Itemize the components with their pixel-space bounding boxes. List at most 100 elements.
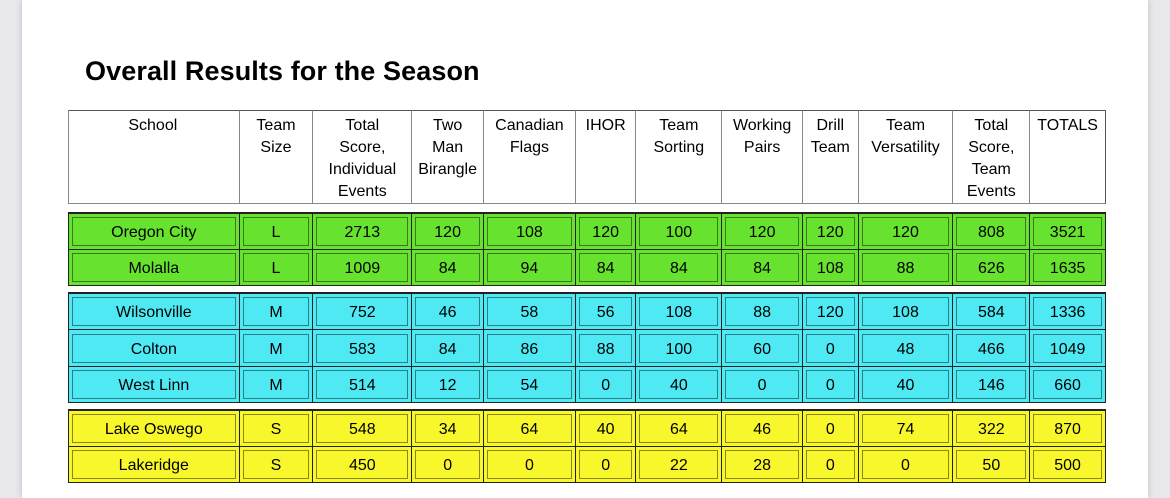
cell-value: 1336 bbox=[1033, 297, 1102, 326]
cell-team-size: S bbox=[238, 409, 313, 446]
column-header-team-versatility: Team Versatility bbox=[857, 110, 953, 204]
cell-team-size: L bbox=[238, 249, 313, 286]
cell-value: M bbox=[242, 333, 310, 363]
column-header-totals: TOTALS bbox=[1029, 110, 1106, 204]
cell-totals: 1049 bbox=[1029, 329, 1106, 366]
table-row: Colton M 583 84 86 88 100 60 0 48 466 1049 bbox=[68, 329, 1106, 366]
cell-team-versatility: 40 bbox=[857, 366, 953, 403]
cell-total-individual: 752 bbox=[312, 292, 412, 329]
cell-value: 0 bbox=[806, 450, 855, 479]
cell-team-sorting: 64 bbox=[635, 409, 722, 446]
cell-team-versatility: 120 bbox=[857, 212, 953, 249]
table-header-row: School Team Size Total Score, Individual Eve… bbox=[68, 110, 1106, 204]
cell-value: 88 bbox=[861, 253, 950, 282]
cell-value: 100 bbox=[639, 333, 719, 363]
cell-value: 626 bbox=[956, 253, 1027, 282]
cell-value: 46 bbox=[415, 297, 480, 326]
cell-value: 500 bbox=[1033, 450, 1102, 479]
cell-totals: 1635 bbox=[1029, 249, 1106, 286]
cell-two-man-birangle: 46 bbox=[411, 292, 483, 329]
column-header-ihor: IHOR bbox=[574, 110, 636, 204]
cell-value: 1009 bbox=[316, 253, 409, 282]
cell-value: 0 bbox=[486, 450, 572, 479]
cell-canadian-flags: 0 bbox=[482, 446, 575, 483]
cell-school: Lake Oswego bbox=[68, 409, 239, 446]
cell-drill-team: 120 bbox=[802, 212, 858, 249]
cell-totals: 500 bbox=[1029, 446, 1106, 483]
cell-value: 64 bbox=[486, 414, 572, 443]
cell-team-versatility: 48 bbox=[857, 329, 953, 366]
cell-value: 548 bbox=[316, 414, 409, 443]
cell-value: 752 bbox=[316, 297, 409, 326]
cell-value: 584 bbox=[956, 297, 1027, 326]
cell-value: 0 bbox=[861, 450, 950, 479]
results-table: School Team Size Total Score, Individual Eve… bbox=[68, 110, 1106, 483]
cell-ihor: 0 bbox=[574, 446, 636, 483]
cell-ihor: 88 bbox=[574, 329, 636, 366]
cell-value: M bbox=[242, 370, 310, 399]
cell-two-man-birangle: 34 bbox=[411, 409, 483, 446]
cell-working-pairs: 84 bbox=[721, 249, 803, 286]
cell-team-sorting: 40 bbox=[635, 366, 722, 403]
cell-total-team: 584 bbox=[952, 292, 1030, 329]
cell-totals: 660 bbox=[1029, 366, 1106, 403]
cell-drill-team: 108 bbox=[802, 249, 858, 286]
cell-school: Oregon City bbox=[68, 212, 239, 249]
cell-value: Wilsonville bbox=[72, 297, 236, 326]
cell-value: 3521 bbox=[1033, 217, 1102, 246]
cell-totals: 1336 bbox=[1029, 292, 1106, 329]
cell-school: Molalla bbox=[68, 249, 239, 286]
cell-team-size: M bbox=[238, 292, 313, 329]
cell-value: 94 bbox=[486, 253, 572, 282]
cell-team-versatility: 88 bbox=[857, 249, 953, 286]
cell-value: Lakeridge bbox=[72, 450, 236, 479]
cell-value: Colton bbox=[72, 333, 236, 363]
cell-value: 108 bbox=[861, 297, 950, 326]
cell-team-size: S bbox=[238, 446, 313, 483]
column-header-team-sorting: Team Sorting bbox=[635, 110, 722, 204]
cell-value: 22 bbox=[639, 450, 719, 479]
cell-value: 0 bbox=[806, 333, 855, 363]
cell-total-individual: 1009 bbox=[312, 249, 412, 286]
cell-value: 808 bbox=[956, 217, 1027, 246]
cell-value: 870 bbox=[1033, 414, 1102, 443]
cell-value: 50 bbox=[956, 450, 1027, 479]
cell-team-versatility: 0 bbox=[857, 446, 953, 483]
cell-drill-team: 0 bbox=[802, 409, 858, 446]
cell-canadian-flags: 54 bbox=[482, 366, 575, 403]
cell-total-individual: 2713 bbox=[312, 212, 412, 249]
cell-school: Colton bbox=[68, 329, 239, 366]
cell-value: 84 bbox=[415, 253, 480, 282]
column-header-total-individual: Total Score, Individual Events bbox=[312, 110, 412, 204]
cell-value: 40 bbox=[639, 370, 719, 399]
cell-value: 120 bbox=[415, 217, 480, 246]
cell-working-pairs: 120 bbox=[721, 212, 803, 249]
cell-value: 0 bbox=[725, 370, 800, 399]
cell-value: 34 bbox=[415, 414, 480, 443]
cell-value: 2713 bbox=[316, 217, 409, 246]
cell-total-individual: 583 bbox=[312, 329, 412, 366]
cell-ihor: 0 bbox=[574, 366, 636, 403]
cell-two-man-birangle: 120 bbox=[411, 212, 483, 249]
cell-team-sorting: 100 bbox=[635, 329, 722, 366]
cell-canadian-flags: 58 bbox=[482, 292, 575, 329]
cell-value: 64 bbox=[639, 414, 719, 443]
cell-team-size: M bbox=[238, 329, 313, 366]
cell-value: 322 bbox=[956, 414, 1027, 443]
cell-value: 56 bbox=[578, 297, 633, 326]
cell-value: 0 bbox=[415, 450, 480, 479]
cell-value: 120 bbox=[861, 217, 950, 246]
cell-value: 40 bbox=[578, 414, 633, 443]
table-row: Lake Oswego S 548 34 64 40 64 46 0 74 322 870 bbox=[68, 409, 1106, 446]
cell-working-pairs: 28 bbox=[721, 446, 803, 483]
cell-total-individual: 450 bbox=[312, 446, 412, 483]
cell-canadian-flags: 86 bbox=[482, 329, 575, 366]
cell-value: 120 bbox=[806, 297, 855, 326]
cell-value: 74 bbox=[861, 414, 950, 443]
cell-canadian-flags: 108 bbox=[482, 212, 575, 249]
cell-drill-team: 0 bbox=[802, 329, 858, 366]
cell-value: 108 bbox=[486, 217, 572, 246]
cell-canadian-flags: 94 bbox=[482, 249, 575, 286]
column-header-working-pairs: Working Pairs bbox=[721, 110, 803, 204]
cell-value: 120 bbox=[725, 217, 800, 246]
